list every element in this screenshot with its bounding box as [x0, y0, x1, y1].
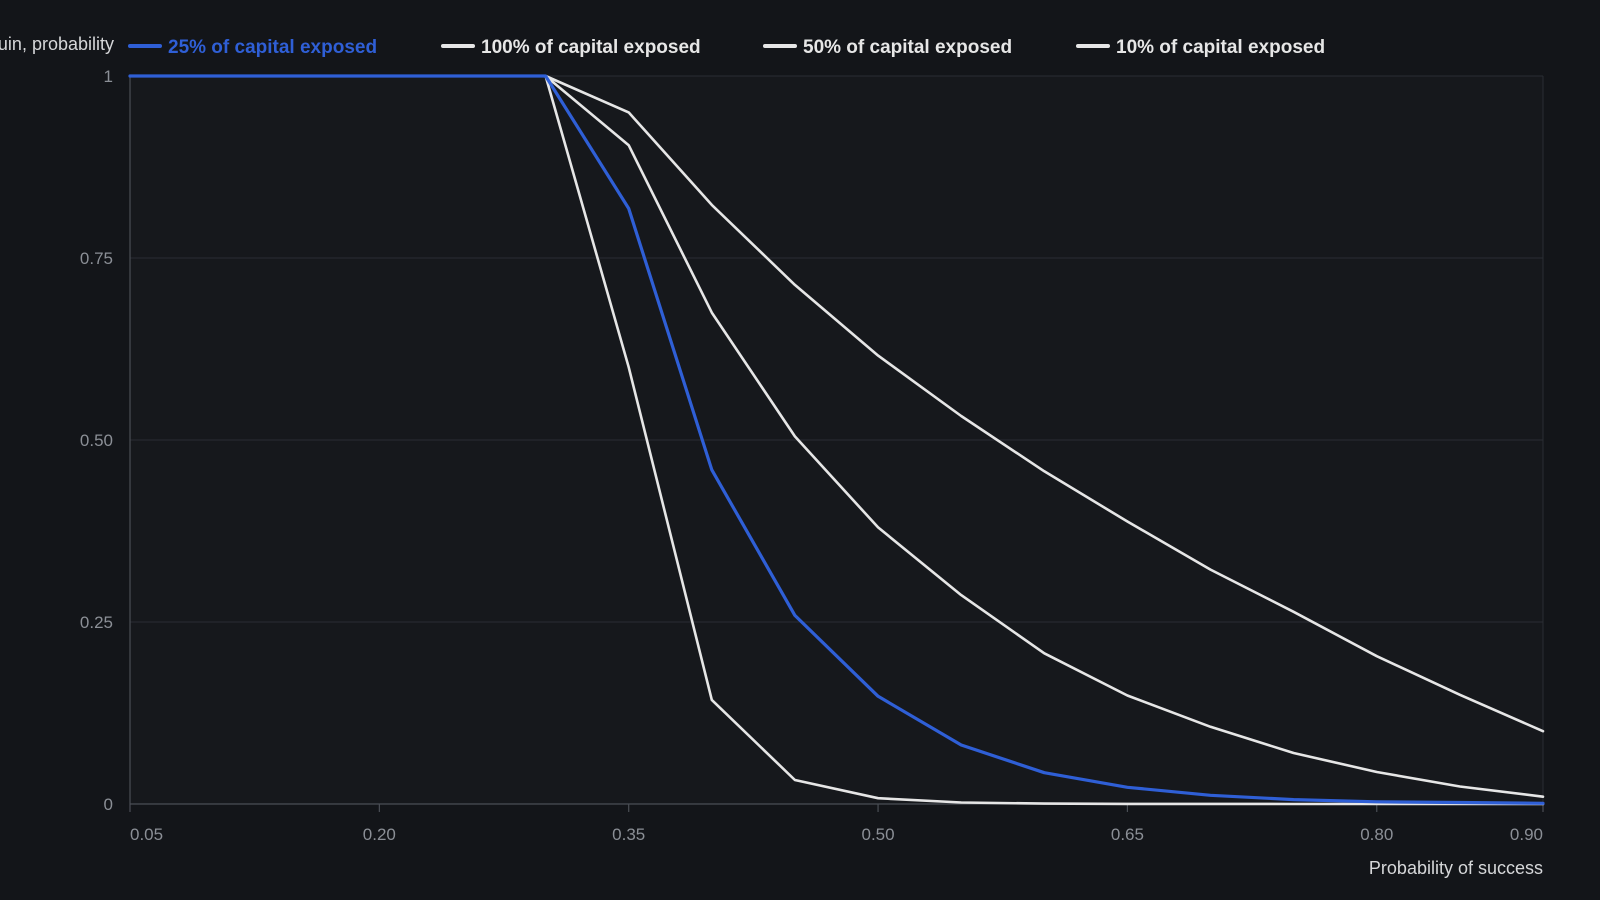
legend-label-25-of-capital-exposed: 25% of capital exposed — [168, 37, 377, 58]
series-line-25-of-capital-exposed — [128, 74, 1545, 805]
x-tick-label: 0.65 — [1111, 825, 1144, 844]
legend-label-50-of-capital-exposed: 50% of capital exposed — [803, 37, 1012, 58]
x-tick-label: 0.90 — [1510, 825, 1543, 844]
legend-label-100-of-capital-exposed: 100% of capital exposed — [481, 37, 701, 58]
axes: 0 0.25 0.50 0.75 1 0.05 0.20 0.35 0.50 0.65 0.80 0.… — [80, 67, 1544, 844]
x-axis-label: Probability of success — [1369, 858, 1543, 878]
x-tick-label: 0.50 — [862, 825, 895, 844]
y-axis-label: Ruin, probability — [0, 34, 114, 54]
x-tick-label: 0.80 — [1360, 825, 1393, 844]
y-tick-label: 0 — [104, 795, 113, 814]
y-tick-label: 1 — [104, 67, 113, 86]
x-tick-label: 0.20 — [363, 825, 396, 844]
legend-label-10-of-capital-exposed: 10% of capital exposed — [1116, 37, 1325, 58]
legend: 25% of capital exposed 100% of capital ex… — [128, 37, 1325, 58]
x-tick-label: 0.35 — [612, 825, 645, 844]
x-tick-label: 0.05 — [130, 825, 163, 844]
series-lines — [128, 74, 1545, 806]
y-tick-label: 0.75 — [80, 249, 113, 268]
y-tick-label: 0.25 — [80, 613, 113, 632]
y-tick-label: 0.50 — [80, 431, 113, 450]
